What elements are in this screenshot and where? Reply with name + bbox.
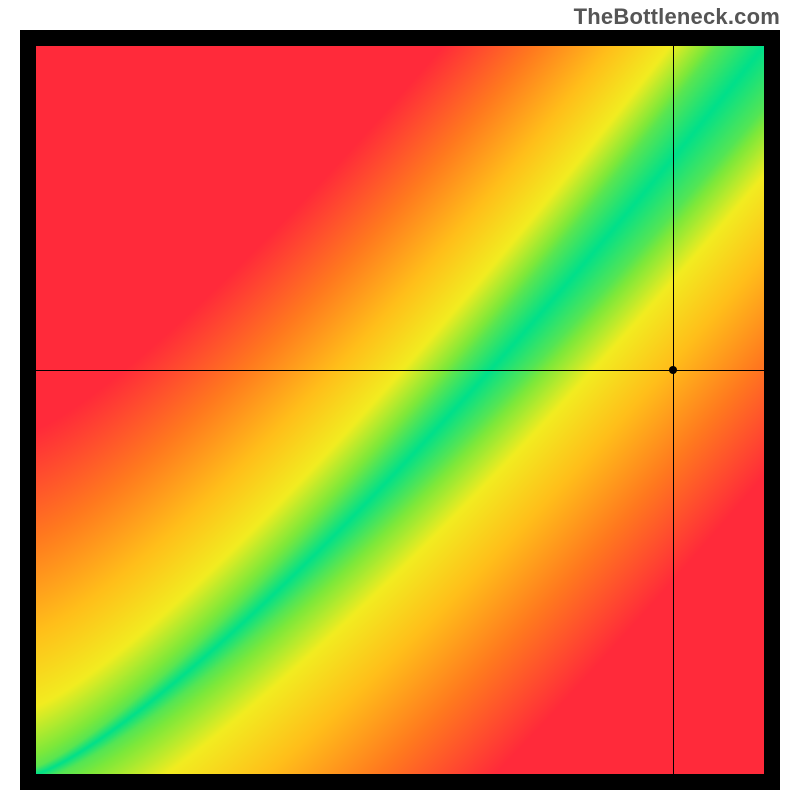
plot-area (36, 46, 764, 774)
chart-container: TheBottleneck.com (0, 0, 800, 800)
watermark-text: TheBottleneck.com (574, 4, 780, 30)
plot-border (20, 30, 780, 790)
crosshair-horizontal (36, 370, 764, 371)
crosshair-vertical (673, 46, 674, 774)
heatmap-canvas (36, 46, 764, 774)
crosshair-marker (669, 366, 677, 374)
